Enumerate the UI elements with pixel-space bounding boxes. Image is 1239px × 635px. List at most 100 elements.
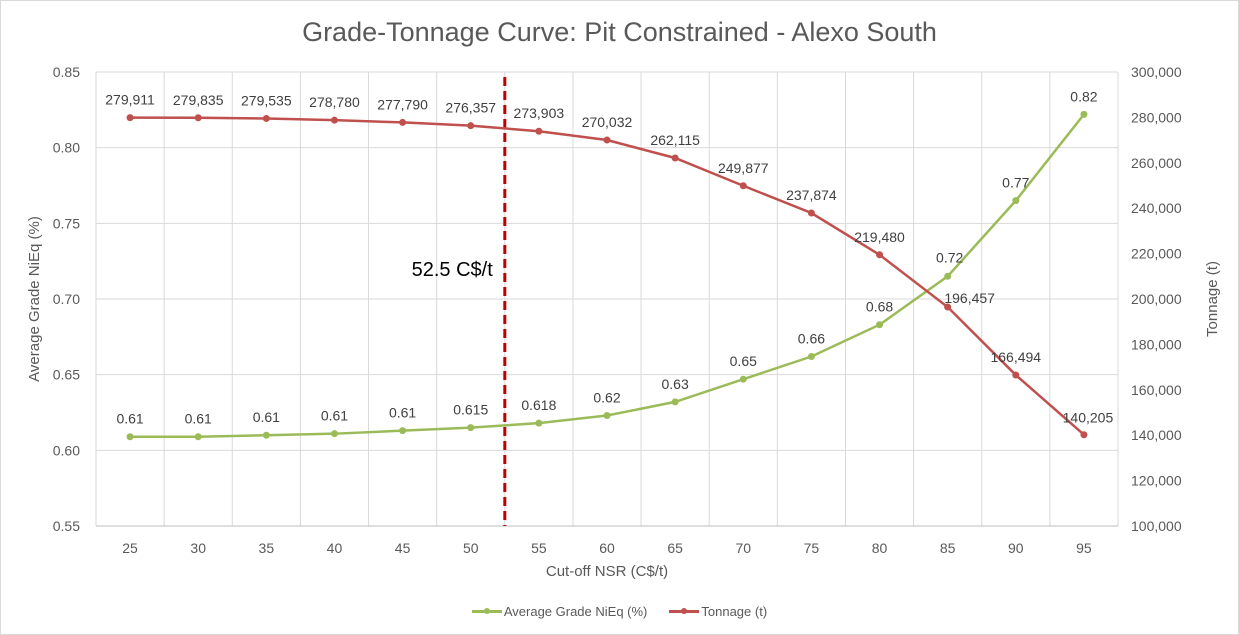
x-tick-label: 75 [804,540,820,556]
data-label: 277,790 [377,96,428,112]
y2-axis-title: Tonnage (t) [1204,261,1221,337]
data-point [1012,371,1020,379]
data-point [671,154,679,162]
y2-tick-label: 280,000 [1131,109,1182,125]
x-tick-label: 30 [190,540,206,556]
data-label: 279,835 [173,92,224,108]
legend-swatch-tonnage [669,608,700,614]
x-tick-label: 45 [395,540,411,556]
y2-tick-label: 200,000 [1131,291,1182,307]
data-label: 278,780 [309,94,360,110]
data-label: 0.618 [521,397,556,413]
data-point [126,433,134,441]
y2-tick-label: 100,000 [1131,518,1182,534]
data-label: 279,535 [241,92,292,108]
x-tick-label: 35 [259,540,275,556]
data-label: 262,115 [650,132,700,148]
data-point [126,114,134,122]
data-label: 0.62 [593,390,620,406]
data-label: 270,032 [582,114,633,130]
data-label: 0.66 [798,331,825,347]
data-label: 166,494 [990,349,1041,365]
data-point [467,122,475,130]
data-point [194,114,202,122]
y-tick-label: 0.85 [53,64,80,80]
data-point [603,136,611,144]
x-tick-label: 85 [940,540,956,556]
y2-tick-label: 140,000 [1131,427,1182,443]
x-tick-label: 55 [531,540,547,556]
data-point [944,272,952,280]
y2-tick-label: 120,000 [1131,473,1182,489]
x-tick-label: 65 [667,540,683,556]
y-tick-label: 0.60 [53,442,80,458]
y-tick-label: 0.55 [53,518,80,534]
data-point [535,127,543,135]
data-point [739,375,747,383]
y-axis-title: Average Grade NiEq (%) [26,216,43,382]
y2-tick-label: 180,000 [1131,336,1182,352]
series-line-grade [130,113,1085,438]
legend-label-tonnage: Tonnage (t) [701,604,768,619]
y2-tick-label: 260,000 [1131,155,1182,171]
data-label: 0.68 [866,299,893,315]
data-label: 0.61 [116,411,143,427]
data-label: 0.77 [1002,175,1029,191]
data-point [1080,110,1088,118]
data-point [535,419,543,427]
data-point [671,398,679,406]
data-label: 276,357 [445,100,496,116]
data-label: 0.72 [936,249,963,265]
data-label: 273,903 [514,105,565,121]
data-label: 219,480 [854,229,905,245]
chart-title: Grade-Tonnage Curve: Pit Constrained - A… [302,17,937,47]
y-tick-label: 0.80 [53,140,80,156]
data-point [262,431,270,439]
x-tick-label: 70 [735,540,751,556]
x-axis-title: Cut-off NSR (C$/t) [546,563,668,580]
y2-tick-label: 220,000 [1131,246,1182,262]
data-label: 0.615 [453,402,488,418]
x-tick-label: 90 [1008,540,1024,556]
data-point [876,321,884,329]
y-tick-label: 0.70 [53,291,80,307]
data-point [399,427,407,435]
data-label: 0.61 [389,405,416,421]
series-line-tonnage [130,116,1085,436]
legend-label-grade: Average Grade NiEq (%) [503,604,648,619]
x-tick-label: 60 [599,540,615,556]
cutoff-annotation-label: 52.5 C$/t [412,259,494,281]
data-label: 279,911 [105,92,155,108]
y2-tick-label: 240,000 [1131,200,1182,216]
legend: Average Grade NiEq (%) Tonnage (t) [1,604,1238,619]
y-tick-label: 0.65 [53,367,80,383]
y-tick-label: 0.75 [53,215,80,231]
data-point [944,303,952,311]
data-label: 0.82 [1070,88,1097,104]
data-point [194,433,202,441]
data-label: 0.63 [662,376,689,392]
legend-item-grade: Average Grade NiEq (%) [471,604,648,619]
data-label: 0.61 [321,408,348,424]
data-label: 0.61 [185,411,212,427]
data-point [330,116,338,124]
data-point [399,118,407,126]
data-label: 196,457 [944,290,995,306]
data-point [262,114,270,122]
x-tick-label: 50 [463,540,479,556]
data-point [807,353,815,361]
legend-item-tonnage: Tonnage (t) [669,604,767,619]
data-point [1080,431,1088,439]
data-point [1012,197,1020,205]
data-point [807,209,815,217]
data-label: 237,874 [786,187,837,203]
x-tick-label: 80 [872,540,888,556]
data-point [876,251,884,259]
x-tick-label: 25 [122,540,138,556]
x-tick-label: 40 [327,540,343,556]
data-label: 0.61 [253,409,280,425]
y2-tick-label: 300,000 [1131,64,1182,80]
x-tick-label: 95 [1076,540,1092,556]
